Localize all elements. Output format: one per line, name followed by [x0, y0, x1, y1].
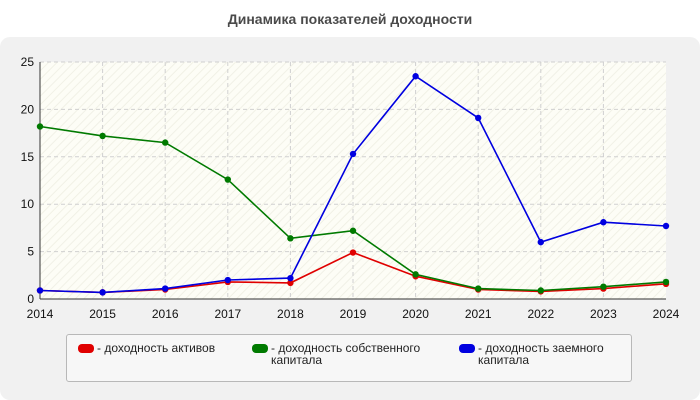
data-point-borrowed [412, 73, 419, 80]
y-tick-label: 15 [21, 150, 35, 164]
legend-label-equity: - доходность собственного капитала [271, 341, 421, 367]
data-point-equity [600, 283, 607, 290]
data-point-borrowed [287, 274, 294, 282]
legend-item-assets: - доходность активов [78, 342, 257, 354]
data-point-equity [224, 176, 231, 183]
legend-swatch-assets [78, 344, 94, 353]
data-point-equity [537, 287, 544, 294]
data-point-borrowed [475, 114, 482, 122]
data-point-equity [287, 235, 294, 242]
legend-item-borrowed: - доходность заемного капитала [459, 342, 628, 366]
x-tick-label: 2021 [465, 307, 492, 321]
x-tick-label: 2017 [214, 307, 241, 321]
y-tick-label: 25 [21, 55, 35, 69]
tick-labels: 0 5 10 15 20 25 2014 2015 2016 2017 2018 2019 2020 20… [21, 55, 680, 321]
legend-item-equity: - доходность собственного капитала [252, 342, 441, 366]
data-point-borrowed [600, 219, 607, 226]
x-tick-label: 2019 [340, 307, 367, 321]
data-point-equity [99, 132, 106, 140]
x-tick-label: 2018 [277, 307, 304, 321]
data-point-borrowed [349, 150, 357, 158]
chart-legend: - доходность активов - доходность собств… [66, 334, 632, 382]
data-point-borrowed [99, 289, 106, 296]
x-tick-label: 2014 [27, 307, 54, 321]
y-tick-label: 10 [21, 197, 35, 211]
series-lines [36, 73, 670, 296]
data-point-assets [287, 279, 294, 287]
data-point-equity [162, 139, 169, 146]
x-tick-label: 2023 [590, 307, 617, 321]
y-tick-label: 0 [27, 292, 34, 306]
legend-swatch-borrowed [459, 344, 475, 353]
data-point-equity [36, 123, 44, 130]
data-point-assets [349, 249, 357, 256]
data-point-equity [349, 227, 357, 234]
x-tick-label: 2020 [402, 307, 429, 321]
x-tick-label: 2016 [152, 307, 179, 321]
chart-title: Динамика показателей доходности [227, 11, 473, 27]
legend-label-borrowed: - доходность заемного капитала [478, 341, 604, 367]
axes [39, 62, 666, 300]
legend-label-assets: - доходность активов [97, 341, 216, 355]
data-point-borrowed [162, 285, 169, 292]
x-tick-label: 2022 [527, 307, 554, 321]
data-point-borrowed [537, 238, 544, 246]
x-tick-label: 2015 [89, 307, 116, 321]
data-point-borrowed [224, 276, 231, 284]
y-tick-label: 20 [21, 102, 35, 116]
data-point-equity [662, 278, 670, 286]
x-tick-label: 2024 [653, 307, 680, 321]
legend-swatch-equity [252, 344, 268, 353]
data-point-equity [412, 271, 419, 278]
y-tick-label: 5 [27, 245, 34, 259]
data-point-equity [475, 285, 482, 292]
data-point-borrowed [662, 222, 670, 230]
grid-lines [40, 61, 666, 299]
data-point-borrowed [36, 287, 44, 294]
